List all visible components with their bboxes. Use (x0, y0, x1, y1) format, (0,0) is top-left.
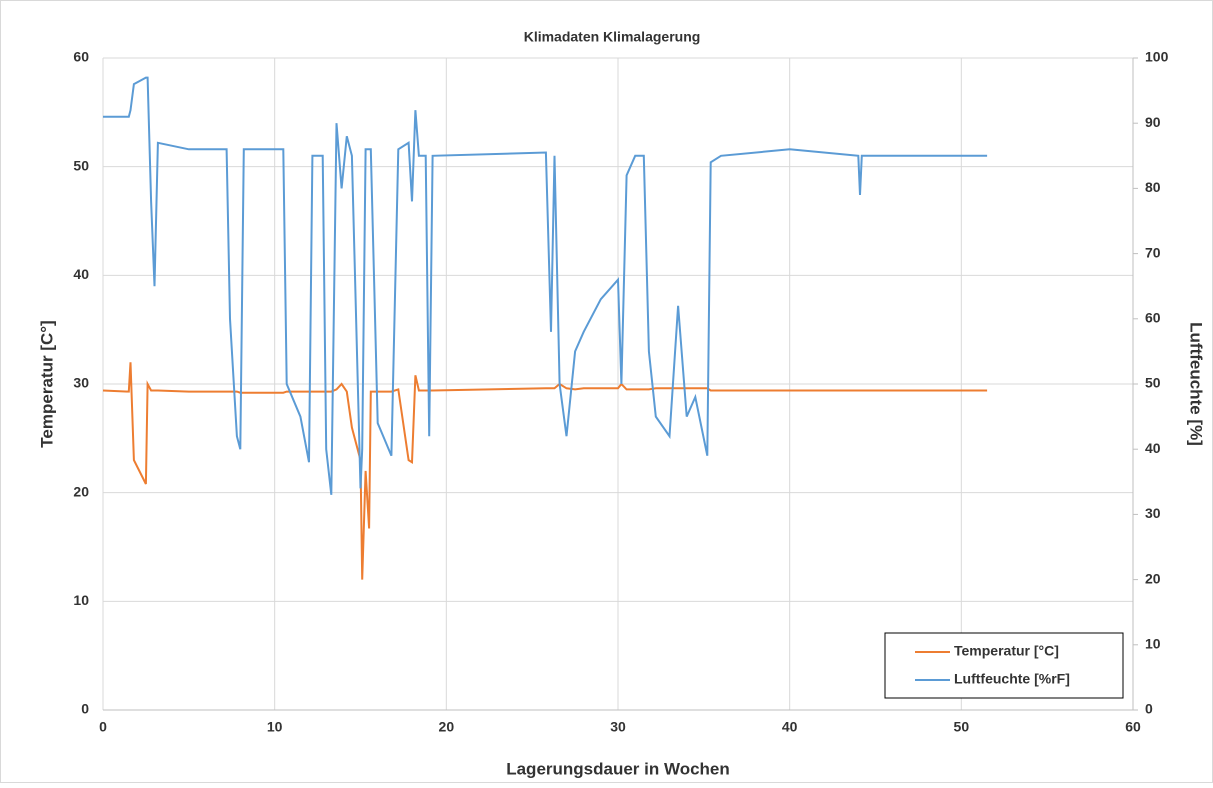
y2-tick-label: 80 (1145, 179, 1161, 195)
legend-box (884, 632, 1124, 699)
chart-title: Klimadaten Klimalagerung (524, 29, 701, 45)
y-tick-label: 40 (73, 266, 89, 282)
y2-tick-label: 30 (1145, 505, 1161, 521)
x-tick-label: 60 (1125, 719, 1141, 735)
y2-tick-label: 70 (1145, 244, 1161, 260)
x-tick-label: 0 (99, 719, 107, 735)
y2-tick-label: 20 (1145, 570, 1161, 586)
y2-tick-label: 90 (1145, 114, 1161, 130)
y2-tick-label: 40 (1145, 440, 1161, 456)
legend-label: Luftfeuchte [%rF] (954, 671, 1070, 687)
x-tick-label: 50 (954, 719, 970, 735)
data-line (103, 76, 988, 495)
y-tick-label: 20 (73, 483, 89, 499)
y-tick-label: 60 (73, 49, 89, 65)
y2-tick-label: 50 (1145, 375, 1161, 391)
x-tick-label: 40 (782, 719, 798, 735)
y-tick-label: 0 (81, 701, 89, 717)
x-tick-label: 20 (439, 719, 455, 735)
y-tick-label: 10 (73, 592, 89, 608)
y2-tick-label: 60 (1145, 310, 1161, 326)
y-axis-label: Temperatur [C°] (37, 320, 56, 447)
x-tick-label: 30 (610, 719, 626, 735)
x-axis-label: Lagerungsdauer in Wochen (506, 759, 730, 778)
y2-tick-label: 0 (1145, 701, 1153, 717)
y2-tick-label: 100 (1145, 49, 1169, 65)
x-tick-label: 10 (267, 719, 283, 735)
y-tick-label: 50 (73, 157, 89, 173)
y2-axis-label: Luftfeuchte [%] (1187, 322, 1206, 446)
y2-tick-label: 10 (1145, 636, 1161, 652)
legend-label: Temperatur [°C] (954, 643, 1059, 659)
y-tick-label: 30 (73, 375, 89, 391)
